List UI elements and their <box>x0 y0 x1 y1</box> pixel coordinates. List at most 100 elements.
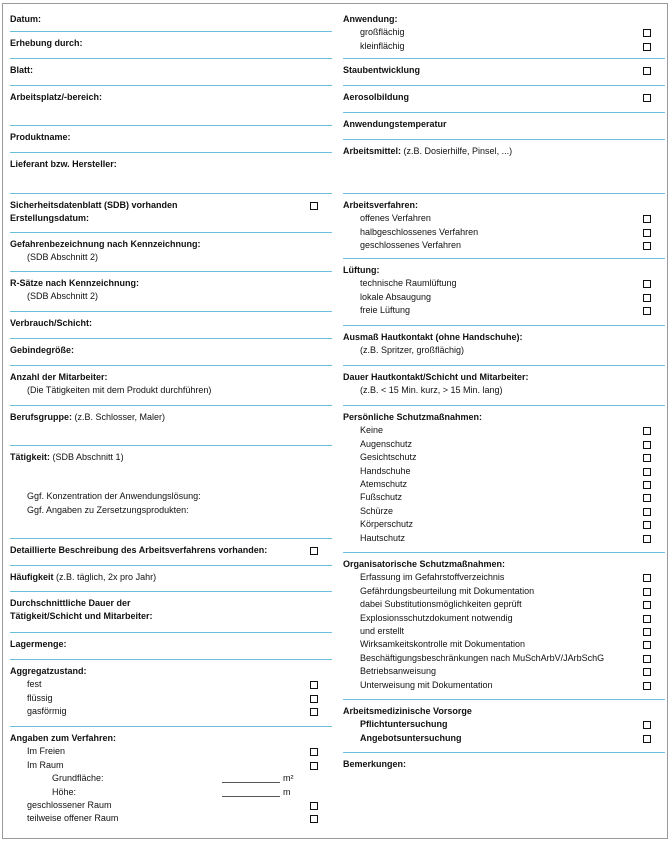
checkbox[interactable] <box>643 42 651 51</box>
section-title: Blatt: <box>10 65 33 75</box>
checkbox[interactable] <box>643 427 651 436</box>
item-label: Pflichtuntersuchung <box>360 719 448 730</box>
checkbox[interactable] <box>310 547 318 555</box>
item-row: Angebotsuntersuchung <box>343 732 665 745</box>
checkbox[interactable] <box>643 668 651 677</box>
form-section: Lüftung: technische Raumlüftung lokale Abs… <box>343 259 665 326</box>
form-section: Aerosolbildung <box>343 86 665 113</box>
checkbox[interactable] <box>310 761 318 770</box>
title-row: Anwendung: <box>343 13 665 26</box>
unit: m² <box>283 773 294 784</box>
section-title: Häufigkeit <box>10 572 54 582</box>
checkbox[interactable] <box>310 694 318 703</box>
checkbox[interactable] <box>310 681 318 690</box>
checkbox[interactable] <box>643 721 651 730</box>
item-row: Gesichtschutz <box>343 451 665 464</box>
checkbox[interactable] <box>643 293 651 302</box>
item-label: und erstellt <box>360 625 405 636</box>
title-row: Durchschnittliche Dauer der <box>10 597 332 610</box>
checkbox[interactable] <box>310 801 318 810</box>
item-label: Gesichtschutz <box>360 452 417 463</box>
title-row: Persönliche Schutzmaßnahmen: <box>343 411 665 424</box>
item-row: gasförmig <box>10 705 332 718</box>
section-title: Bemerkungen: <box>343 759 407 769</box>
checkbox[interactable] <box>310 202 318 210</box>
checkbox[interactable] <box>643 307 651 316</box>
checkbox[interactable] <box>643 574 651 583</box>
title-row: Verbrauch/Schicht: <box>10 317 332 330</box>
section-title: Erhebung durch: <box>10 38 83 48</box>
title-row: R-Sätze nach Kennzeichnung: <box>10 277 332 290</box>
title-row: Berufsgruppe: (z.B. Schlosser, Maler) <box>10 411 332 424</box>
section-title: Staubentwicklung <box>343 65 421 75</box>
section-title: Gebindegröße: <box>10 345 75 355</box>
checkbox[interactable] <box>643 654 651 663</box>
item-row: offenes Verfahren <box>343 212 665 225</box>
unit: m <box>283 786 291 797</box>
item-row: Explosionsschutzdokument notwendig <box>343 612 665 625</box>
title-row: Ausmaß Hautkontakt (ohne Handschuhe): <box>343 331 665 344</box>
checkbox[interactable] <box>643 494 651 503</box>
title-row: Bemerkungen: <box>343 758 665 771</box>
section-title: Verbrauch/Schicht: <box>10 318 93 328</box>
form-section: Blatt: <box>10 59 332 86</box>
checkbox[interactable] <box>643 587 651 596</box>
section-title: Detaillierte Beschreibung des Arbeitsver… <box>10 545 268 555</box>
checkbox[interactable] <box>643 480 651 489</box>
section-title: Ausmaß Hautkontakt (ohne Handschuhe): <box>343 332 523 342</box>
checkbox[interactable] <box>643 534 651 543</box>
item-row: Im Raum <box>10 759 332 772</box>
item-label: Handschuhe <box>360 465 411 476</box>
section-title: Lüftung: <box>343 265 380 275</box>
checkbox[interactable] <box>643 467 651 476</box>
checkbox[interactable] <box>643 67 651 75</box>
title-row: Anwendungstemperatur <box>343 118 665 131</box>
checkbox[interactable] <box>643 440 651 449</box>
item-label: kleinflächig <box>360 40 405 51</box>
form-section: Staubentwicklung <box>343 59 665 86</box>
item-row: Im Freien <box>10 745 332 758</box>
checkbox[interactable] <box>643 601 651 610</box>
title-row: Tätigkeit: (SDB Abschnitt 1) <box>10 451 332 464</box>
title-row: Aerosolbildung <box>343 91 665 104</box>
item-row: und erstellt <box>343 625 665 638</box>
checkbox[interactable] <box>643 280 651 289</box>
item-row: Hautschutz <box>343 532 665 545</box>
checkbox[interactable] <box>643 29 651 38</box>
section-title: Durchschnittliche Dauer der <box>10 598 131 608</box>
section-title: Tätigkeit: <box>10 452 51 462</box>
form-section: Gefahrenbezeichnung nach Kennzeichnung: (… <box>10 233 332 272</box>
checkbox[interactable] <box>643 215 651 224</box>
item-label: Betriebsanweisung <box>360 666 437 677</box>
title-row: Arbeitsverfahren: <box>343 199 665 212</box>
checkbox[interactable] <box>643 228 651 237</box>
item-row: geschlossenes Verfahren <box>343 239 665 252</box>
checkbox[interactable] <box>643 681 651 690</box>
checkbox[interactable] <box>643 734 651 743</box>
form-section: Sicherheitsdatenblatt (SDB) vorhanden Ers… <box>10 194 332 233</box>
title-row: Produktname: <box>10 131 332 144</box>
checkbox[interactable] <box>310 708 318 717</box>
checkbox[interactable] <box>643 641 651 650</box>
checkbox[interactable] <box>643 454 651 463</box>
checkbox[interactable] <box>310 748 318 757</box>
item-row: Fußschutz <box>343 491 665 504</box>
checkbox[interactable] <box>310 815 318 824</box>
checkbox[interactable] <box>643 521 651 530</box>
item-row: dabei Substitutionsmöglichkeiten geprüft <box>343 598 665 611</box>
checkbox[interactable] <box>643 614 651 623</box>
item-row: großflächig <box>343 26 665 39</box>
checkbox[interactable] <box>643 94 651 102</box>
checkbox[interactable] <box>643 507 651 516</box>
section-title: Arbeitsmedizinische Vorsorge <box>343 706 472 716</box>
title-row: Lüftung: <box>343 264 665 277</box>
item-row: flüssig <box>10 692 332 705</box>
section-title: Dauer Hautkontakt/Schicht und Mitarbeite… <box>343 372 529 382</box>
checkbox[interactable] <box>643 242 651 251</box>
blank-line <box>222 795 280 797</box>
section-subtitle: Erstellungsdatum: <box>10 213 90 224</box>
inline-note: (z.B. Dosierhilfe, Pinsel, ...) <box>403 146 513 156</box>
checkbox[interactable] <box>643 627 651 636</box>
inline-note: (z.B. täglich, 2x pro Jahr) <box>56 572 157 582</box>
